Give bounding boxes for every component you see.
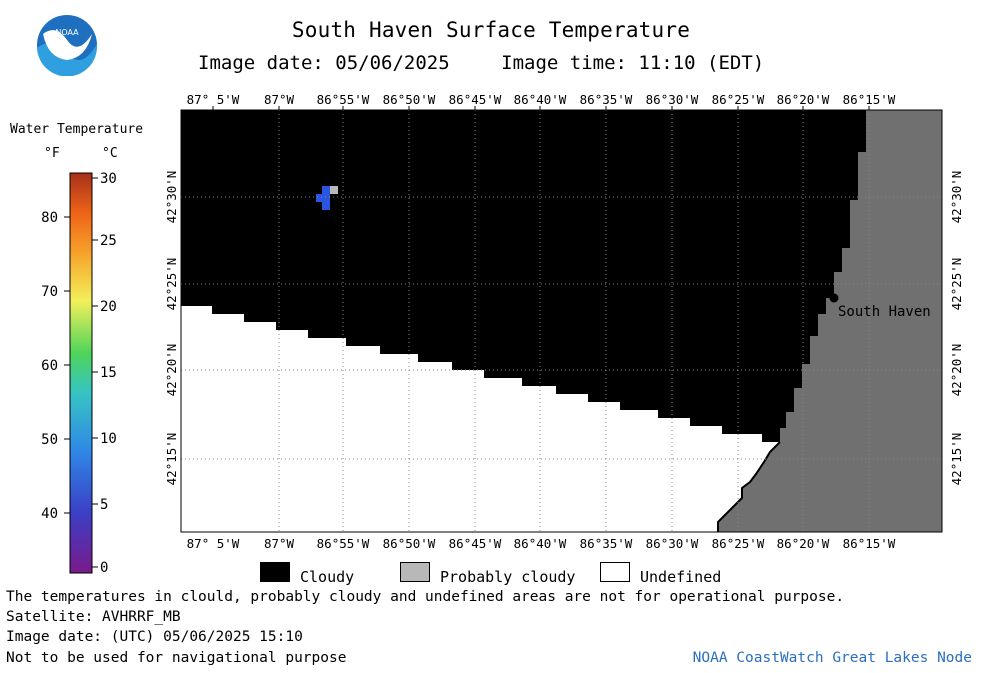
unit-fahrenheit: °F [44,146,60,161]
bottom-longitude-label: 87° 5'W [187,536,240,551]
key-undefined-swatch [600,562,630,582]
left-latitude-label: 42°20'N [164,344,179,397]
right-latitude-label: 42°25'N [949,258,964,311]
bottom-longitude-label: 86°25'W [712,536,765,551]
f-tick-label: 50 [41,432,58,448]
bottom-longitude-label: 86°30'W [646,536,699,551]
c-tick-label: 25 [100,233,117,249]
left-latitude-label: 42°15'N [164,433,179,486]
key-probably-cloudy-swatch [400,562,430,582]
top-longitude-label: 87° 5'W [187,92,240,107]
disclaimer-text: The temperatures in clould, probably clo… [6,589,845,605]
bottom-longitude-label: 86°35'W [580,536,633,551]
f-tick-label: 70 [41,284,58,300]
bottom-longitude-label: 87°W [264,536,295,551]
key-cloudy-label: Cloudy [300,568,355,586]
credit-text: NOAA CoastWatch Great Lakes Node [692,650,972,666]
key-undefined-label: Undefined [640,568,722,586]
bottom-longitude-label: 86°45'W [449,536,502,551]
top-longitude-label: 86°55'W [317,92,370,107]
city-marker-icon [829,293,839,303]
image-time: Image time: 11:10 (EDT) [501,52,765,74]
bottom-longitude-label: 86°50'W [383,536,436,551]
top-longitude-label: 86°25'W [712,92,765,107]
utc-date-text: Image date: (UTC) 05/06/2025 15:10 [6,629,303,645]
key-probably-cloudy-label: Probably cloudy [440,568,576,586]
top-longitude-labels: 87° 5'W 87°W 86°55'W 86°50'W 86°45'W 86°40'W 8… [187,92,896,110]
top-longitude-label: 86°50'W [383,92,436,107]
logo-text: NOAA [55,28,79,37]
c-tick-label: 10 [100,431,117,447]
c-tick-label: 15 [100,365,117,381]
navigation-warning: Not to be used for navigational purpose [6,650,347,666]
water-pixels [316,186,338,210]
bottom-longitude-label: 86°15'W [843,536,896,551]
image-datetime: Image date: 05/06/2025 Image time: 11:10… [198,52,764,74]
colorbar [69,172,93,574]
bottom-longitude-label: 86°40'W [514,536,567,551]
bottom-longitude-label: 86°55'W [317,536,370,551]
c-tick-label: 30 [100,171,117,187]
noaa-logo-icon: NOAA [37,15,98,76]
city-label: South Haven [838,304,931,320]
right-latitude-label: 42°30'N [949,171,964,224]
f-tick-label: 60 [41,358,58,374]
celsius-ticks: 30 25 20 15 10 5 0 [92,171,117,576]
land-area [718,110,942,532]
bottom-longitude-label: 86°20'W [777,536,830,551]
f-tick-label: 40 [41,506,58,522]
bottom-longitude-labels: 87° 5'W 87°W 86°55'W 86°50'W 86°45'W 86°40'W 8… [187,536,896,551]
map-border [180,109,943,533]
top-longitude-label: 86°20'W [777,92,830,107]
fahrenheit-ticks: 80 70 60 50 40 [41,210,70,522]
top-longitude-label: 86°15'W [843,92,896,107]
key-cloudy-swatch [260,562,290,582]
cloud-area [181,110,866,442]
right-latitude-label: 42°20'N [949,344,964,397]
right-latitude-label: 42°15'N [949,433,964,486]
c-tick-label: 20 [100,299,117,315]
top-longitude-label: 86°40'W [514,92,567,107]
f-tick-label: 80 [41,210,58,226]
satellite-text: Satellite: AVHRRF_MB [6,609,181,625]
graticule [181,110,942,532]
left-latitude-label: 42°25'N [164,258,179,311]
top-longitude-label: 86°45'W [449,92,502,107]
c-tick-label: 0 [100,560,108,576]
left-latitude-label: 42°30'N [164,171,179,224]
legend-title: Water Temperature [10,122,144,137]
image-date: Image date: 05/06/2025 [198,52,450,74]
right-latitude-labels: 42°30'N 42°25'N 42°20'N 42°15'N [949,171,964,486]
unit-celsius: °C [102,146,118,161]
top-longitude-label: 86°35'W [580,92,633,107]
top-longitude-label: 86°30'W [646,92,699,107]
top-longitude-label: 87°W [264,92,295,107]
page-title: South Haven Surface Temperature [291,18,691,42]
left-latitude-labels: 42°30'N 42°25'N 42°20'N 42°15'N [164,171,179,486]
c-tick-label: 5 [100,497,108,513]
